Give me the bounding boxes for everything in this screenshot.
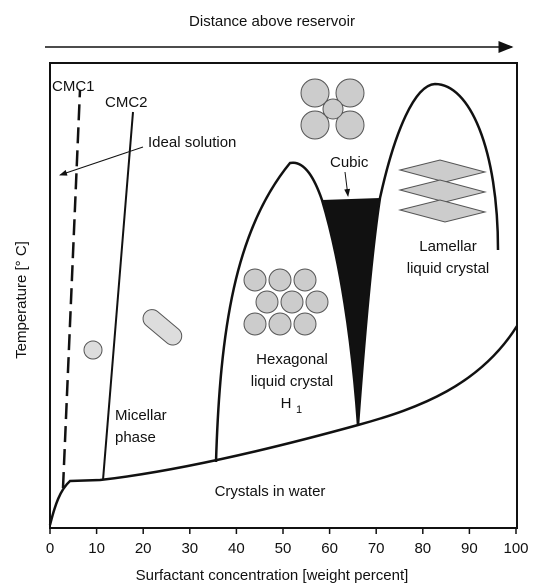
x-tick-label: 90 bbox=[461, 540, 478, 557]
rod-micelle-icon bbox=[139, 306, 185, 349]
cubic-icon bbox=[301, 79, 364, 139]
cubic-region bbox=[322, 198, 380, 425]
x-tick-label: 50 bbox=[275, 540, 292, 557]
x-tick-label: 80 bbox=[414, 540, 431, 557]
hexagonal-icon bbox=[244, 269, 328, 335]
cmc1-label: CMC1 bbox=[52, 78, 95, 95]
micellar-label: phase bbox=[115, 429, 156, 446]
x-tick-label: 40 bbox=[228, 540, 245, 557]
cmc2-line bbox=[103, 112, 133, 480]
x-tick-label: 60 bbox=[321, 540, 338, 557]
cubic-label: Cubic bbox=[330, 154, 369, 171]
x-tick-label: 10 bbox=[88, 540, 105, 557]
lamellar-label: liquid crystal bbox=[407, 260, 490, 277]
hexagonal-label: liquid crystal bbox=[251, 373, 334, 390]
crystals-label: Crystals in water bbox=[215, 483, 326, 500]
x-axis-label: Surfactant concentration [weight percent… bbox=[136, 567, 409, 584]
x-tick-label: 0 bbox=[46, 540, 54, 557]
micellar-label: Micellar bbox=[115, 407, 167, 424]
h1-subscript: 1 bbox=[296, 404, 302, 416]
x-tick-label: 70 bbox=[368, 540, 385, 557]
lamellar-icon bbox=[400, 160, 485, 222]
x-tick-label: 30 bbox=[181, 540, 198, 557]
y-axis-label: Temperature [° C] bbox=[13, 241, 30, 359]
header-title: Distance above reservoir bbox=[189, 13, 355, 30]
x-ticks: 0 10 20 30 40 50 60 70 80 90 100 bbox=[46, 528, 529, 557]
cmc2-label: CMC2 bbox=[105, 94, 148, 111]
x-tick-label: 20 bbox=[135, 540, 152, 557]
cubic-arrow bbox=[345, 172, 348, 196]
ideal-solution-label: Ideal solution bbox=[148, 134, 236, 151]
x-tick-label: 100 bbox=[503, 540, 528, 557]
phase-diagram: Distance above reservoir 0 10 20 30 40 50 60 70… bbox=[0, 0, 534, 588]
cmc1-line bbox=[63, 90, 80, 488]
micelle-icons bbox=[84, 79, 485, 359]
ideal-arrow bbox=[60, 147, 143, 175]
lamellar-label: Lamellar bbox=[419, 238, 477, 255]
h1-label: H bbox=[281, 395, 292, 412]
micelle-icon bbox=[84, 341, 102, 359]
hexagonal-label: Hexagonal bbox=[256, 351, 328, 368]
